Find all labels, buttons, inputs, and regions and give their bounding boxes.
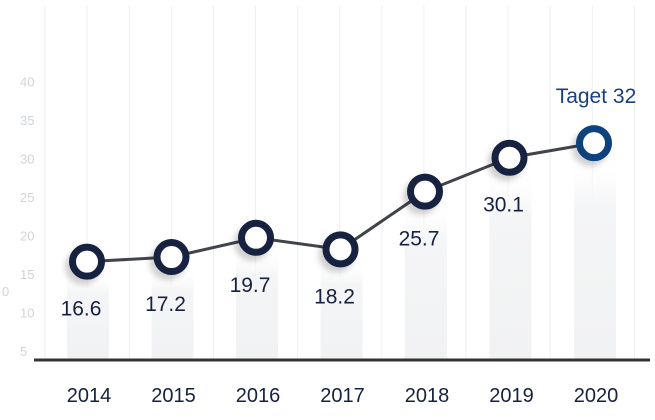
x-tick-label: 2020: [574, 385, 619, 407]
y-tick-label: 25: [20, 190, 34, 205]
data-label: 30.1: [483, 194, 524, 217]
data-label: 19.7: [230, 274, 271, 297]
x-tick-label: 2018: [405, 385, 450, 407]
x-tick-label: 2019: [489, 385, 534, 407]
data-point: [322, 231, 359, 268]
x-axis-ticks: 2014 2015 2016 2017 2018 2019 2020: [67, 385, 619, 407]
data-point: [153, 239, 190, 276]
data-point: [238, 219, 274, 256]
data-points: [69, 125, 612, 280]
y-tick-label: 20: [20, 229, 34, 244]
data-label: 16.6: [61, 298, 102, 321]
background-bar: [405, 201, 447, 360]
x-tick-label: 2014: [67, 385, 112, 407]
x-tick-label: 2016: [236, 385, 281, 407]
background-bar: [151, 267, 194, 360]
data-point: [407, 173, 443, 210]
y-tick-label: 30: [20, 152, 34, 167]
background-bar: [489, 167, 532, 360]
y-axis-ticks: 0 5 10 15 20 25 30 35 40: [2, 75, 34, 360]
y-tick-label: 15: [20, 267, 34, 282]
x-tick-label: 2015: [151, 385, 196, 407]
y-tick-label: 10: [20, 306, 34, 321]
data-label: 25.7: [399, 228, 440, 251]
background-bar: [67, 271, 109, 360]
background-bar: [236, 247, 278, 360]
background-bar: [320, 259, 363, 360]
y-tick-label: 40: [20, 75, 34, 90]
y-tick-label: 0: [2, 284, 9, 299]
data-point: [69, 243, 105, 280]
background-bars: [67, 153, 616, 360]
background-bar: [574, 153, 616, 360]
data-labels: 16.6 17.2 19.7 18.2 25.7 30.1 Taget 32: [61, 85, 637, 321]
y-tick-label: 35: [20, 113, 34, 128]
data-point: [576, 125, 612, 162]
data-point: [491, 139, 528, 176]
y-tick-label: 5: [20, 344, 27, 359]
x-tick-label: 2017: [320, 385, 365, 407]
data-label: 17.2: [145, 293, 186, 316]
data-label: 18.2: [314, 285, 355, 308]
target-label: Taget 32: [556, 85, 637, 108]
